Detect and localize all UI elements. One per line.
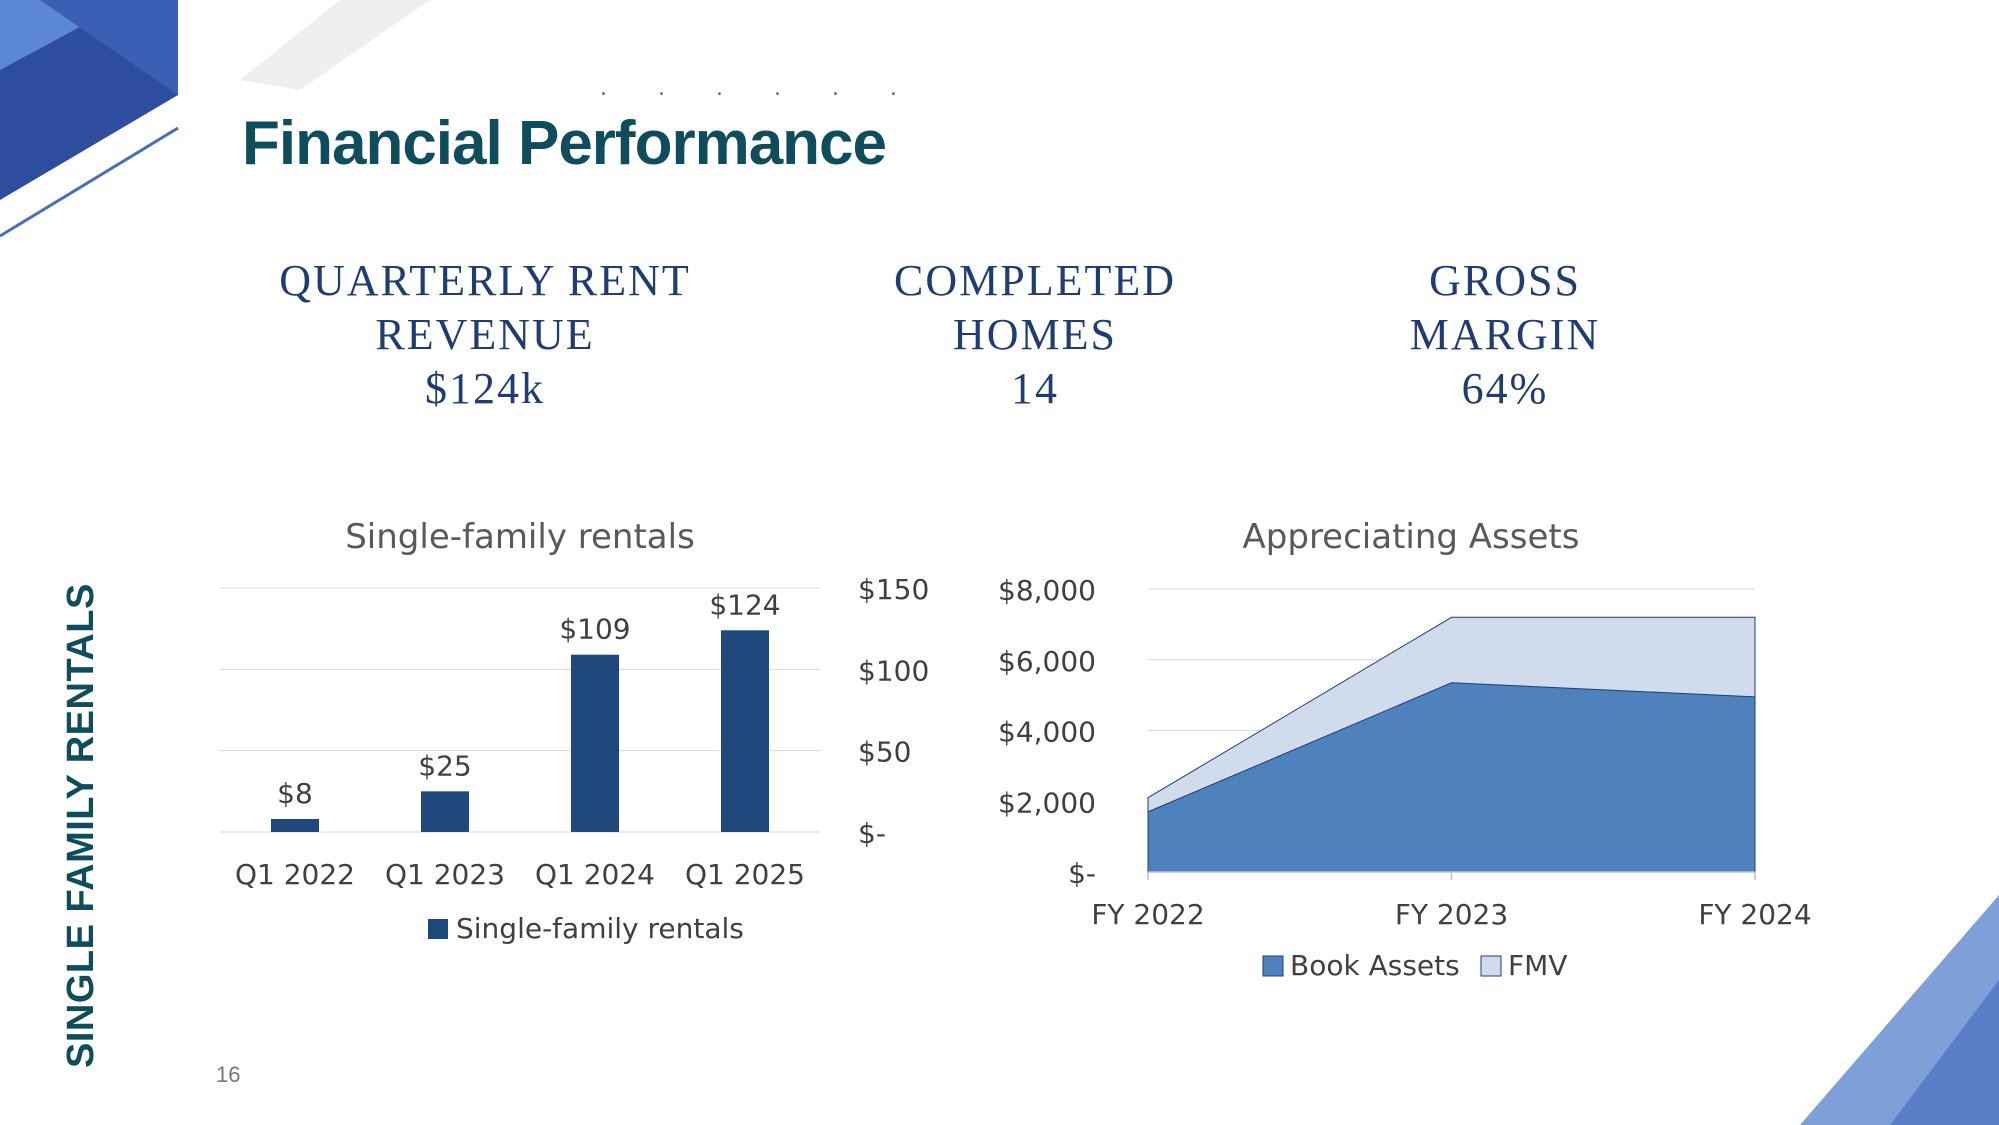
y-tick-label: $100 [858, 654, 929, 687]
bar-chart-single-family-rentals: Single-family rentals $- $50 $100 $150 $8 Q1 2… [220, 517, 929, 945]
kpi-label-line2: HOMES [952, 310, 1118, 359]
kpi-label-line2: MARGIN [1409, 310, 1601, 359]
kpi-gross-margin: GROSS MARGIN 64% [1330, 254, 1680, 416]
y-tick-label: $6,000 [998, 645, 1096, 678]
x-tick-label: FY 2022 [1091, 898, 1204, 931]
kpi-value: 14 [1011, 364, 1059, 413]
y-tick-label: $- [1068, 857, 1096, 890]
bar [421, 791, 469, 832]
area-series-book-assets [1147, 682, 1756, 873]
kpi-value: 64% [1461, 364, 1549, 413]
side-section-label: SINGLE FAMILY RENTALS [60, 583, 102, 1068]
area-chart-appreciating-assets: Appreciating Assets $- $2,000 $4,000 $6,000 $… [998, 517, 1812, 982]
data-label: $109 [559, 613, 630, 646]
banner-accent-line [0, 126, 179, 238]
kpi-label-line1: QUARTERLY RENT [279, 256, 691, 305]
data-label: $8 [277, 777, 313, 810]
corner-bottom-graphic [1800, 895, 1999, 1125]
legend-swatch [1262, 955, 1284, 977]
kpi-completed-homes: COMPLETED HOMES 14 [840, 254, 1230, 416]
title-dots: . . . . . . [600, 76, 919, 101]
bar [571, 654, 619, 832]
x-tick-label: FY 2023 [1395, 898, 1508, 931]
banner-mid-shape [40, 0, 178, 95]
page-number: 16 [216, 1062, 241, 1087]
kpi-label-line1: COMPLETED [894, 256, 1176, 305]
data-label: $25 [418, 749, 471, 782]
page-title: Financial Performance [242, 109, 887, 178]
bar [721, 630, 769, 832]
x-tick-label: Q1 2024 [535, 858, 655, 891]
y-tick-label: $2,000 [998, 786, 1096, 819]
y-tick-label: $150 [858, 573, 929, 606]
chart-title: Appreciating Assets [1243, 517, 1580, 557]
kpi-label-line1: GROSS [1429, 256, 1581, 305]
chart-title: Single-family rentals [345, 517, 695, 557]
x-tick-label: Q1 2023 [385, 858, 505, 891]
y-tick-label: $- [858, 817, 886, 850]
bar [271, 818, 319, 832]
kpi-rent-revenue: QUARTERLY RENT REVENUE $124k [270, 254, 700, 416]
kpi-label-line2: REVENUE [375, 310, 595, 359]
legend-swatch [1480, 955, 1502, 977]
legend-label: Book Assets [1290, 949, 1460, 982]
data-label: $124 [709, 588, 780, 621]
corner-banner-graphic [0, 0, 430, 238]
y-tick-label: $8,000 [998, 574, 1096, 607]
y-tick-label: $4,000 [998, 716, 1096, 749]
legend-label: FMV [1508, 949, 1567, 982]
x-tick-label: Q1 2025 [685, 858, 805, 891]
y-tick-label: $50 [858, 736, 911, 769]
legend-swatch [428, 919, 448, 939]
legend-label: Single-family rentals [456, 912, 744, 945]
x-tick-label: Q1 2022 [235, 858, 355, 891]
x-tick-label: FY 2024 [1698, 898, 1811, 931]
kpi-value: $124k [425, 364, 545, 413]
chart-legend: Single-family rentals [428, 912, 744, 945]
banner-gray-streak [240, 0, 430, 90]
corner-bottom-dark-shape [1890, 980, 1999, 1125]
chart-legend: Book Assets FMV [1262, 949, 1567, 982]
